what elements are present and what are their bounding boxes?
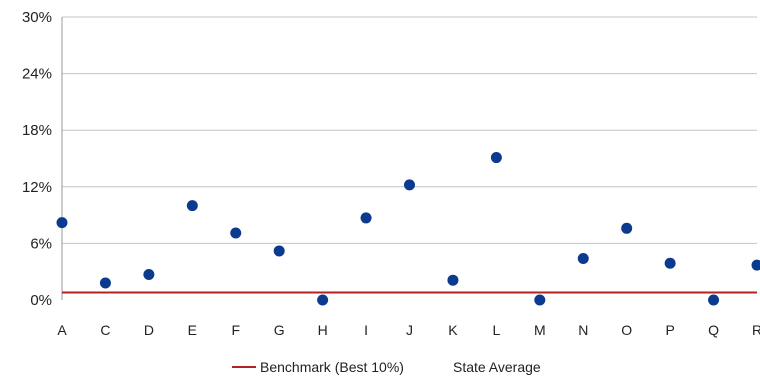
x-tick-label: F xyxy=(231,322,240,338)
y-tick-label: 18% xyxy=(22,122,52,139)
x-tick-label: A xyxy=(57,322,67,338)
x-tick-label: G xyxy=(274,322,285,338)
data-point xyxy=(186,200,198,212)
y-tick-label: 0% xyxy=(30,292,52,309)
data-point xyxy=(360,212,372,224)
x-tick-label: M xyxy=(534,322,546,338)
legend: Benchmark (Best 10%) State Average xyxy=(232,359,541,375)
legend-state-average-label: State Average xyxy=(453,359,541,375)
legend-benchmark-label: Benchmark (Best 10%) xyxy=(260,359,404,375)
x-tick-label: I xyxy=(364,322,368,338)
data-point xyxy=(664,257,676,269)
x-tick-label: E xyxy=(188,322,197,338)
y-tick-label: 24% xyxy=(22,66,52,83)
x-tick-label: D xyxy=(144,322,154,338)
data-point xyxy=(490,152,502,164)
data-point xyxy=(447,274,459,286)
data-point xyxy=(577,252,589,264)
x-tick-label: R xyxy=(752,322,760,338)
data-point xyxy=(751,259,760,271)
y-axis-ticks: 0% 6% 12% 18% 24% 30% xyxy=(22,9,52,309)
x-tick-label: Q xyxy=(708,322,719,338)
x-tick-label: O xyxy=(621,322,632,338)
data-point xyxy=(621,222,633,234)
data-point xyxy=(143,269,155,281)
data-point xyxy=(99,277,111,289)
data-points xyxy=(56,152,760,306)
x-tick-label: P xyxy=(665,322,674,338)
y-tick-label: 6% xyxy=(30,235,52,252)
data-point xyxy=(273,245,285,257)
data-point xyxy=(708,294,720,306)
x-tick-label: N xyxy=(578,322,588,338)
grid-lines xyxy=(62,16,757,244)
data-point xyxy=(534,294,546,306)
x-tick-label: H xyxy=(318,322,328,338)
y-tick-label: 30% xyxy=(22,9,52,26)
data-point xyxy=(230,227,242,239)
y-tick-label: 12% xyxy=(22,179,52,196)
x-tick-label: K xyxy=(448,322,458,338)
data-point xyxy=(56,217,68,229)
x-tick-label: L xyxy=(492,322,500,338)
data-point xyxy=(404,179,415,191)
x-tick-label: J xyxy=(406,322,413,338)
data-point xyxy=(317,294,329,306)
x-tick-label: C xyxy=(100,322,110,338)
